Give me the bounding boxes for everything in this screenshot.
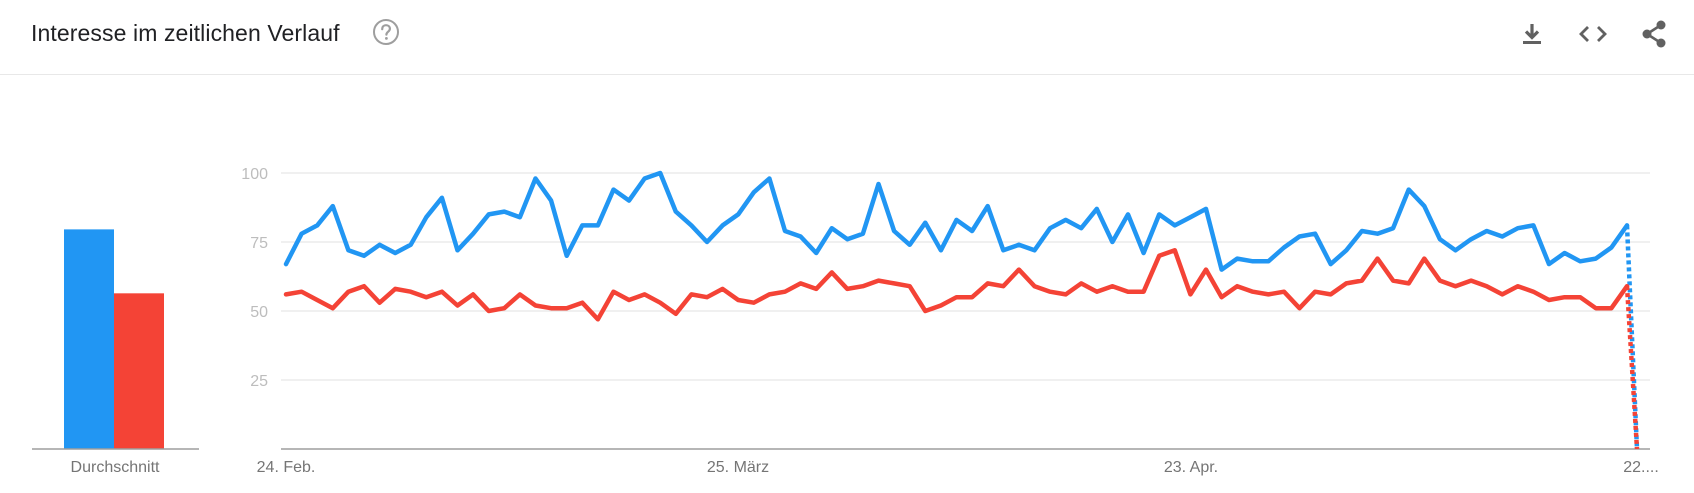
series-partial-segment-1: [1624, 225, 1640, 450]
y-tick-label: 75: [250, 235, 268, 252]
share-icon[interactable]: [1637, 17, 1671, 51]
average-bar-2[interactable]: [114, 293, 164, 449]
chart-title: Interesse im zeitlichen Verlauf: [31, 20, 340, 46]
x-tick-label: 23. Apr.: [1164, 459, 1218, 476]
download-icon[interactable]: [1515, 17, 1549, 51]
x-tick-label: 24. Feb.: [257, 459, 316, 476]
y-tick-label: 100: [241, 166, 268, 183]
help-circle-icon[interactable]: [372, 18, 400, 46]
y-tick-label: 25: [250, 373, 268, 390]
embed-code-icon[interactable]: [1576, 17, 1610, 51]
series-line-1[interactable]: [283, 170, 1630, 272]
average-label: Durchschnitt: [71, 459, 160, 476]
average-bar-1[interactable]: [64, 229, 114, 449]
chart-header: Interesse im zeitlichen Verlauf: [0, 0, 1694, 75]
average-bar-chart: Durchschnitt: [32, 229, 199, 476]
y-tick-label: 50: [250, 304, 268, 321]
x-tick-label: 25. März: [707, 459, 769, 476]
x-tick-label: 22....: [1623, 459, 1659, 476]
series-line-2[interactable]: [283, 248, 1630, 322]
series-partial-segment-2: [1624, 286, 1640, 450]
